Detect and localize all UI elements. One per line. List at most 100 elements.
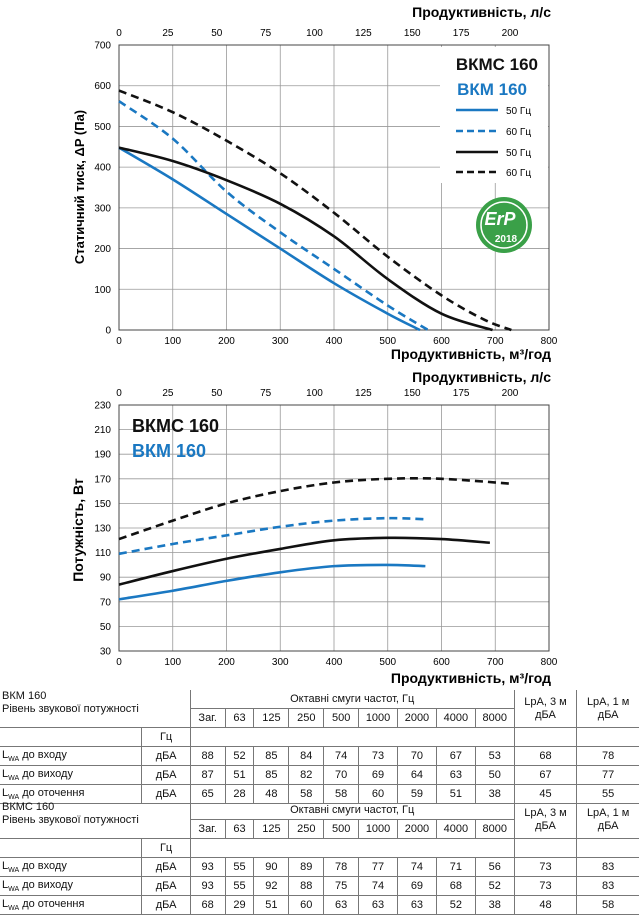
cell: 29 (224, 895, 255, 915)
cell: 52 (224, 746, 255, 766)
legend-label-1: 50 Гц (506, 106, 531, 117)
row-unit: дБА (141, 895, 191, 915)
chart2-series (118, 476, 512, 601)
table2-col-2: 125 (253, 819, 290, 839)
table2-col-1: 63 (224, 819, 255, 839)
x2-tick-label: 75 (260, 28, 272, 39)
y-tick-label: 190 (94, 450, 111, 461)
chart2-x2-label: Продуктивність, л/с (412, 369, 551, 385)
table1-col-1: 63 (224, 708, 255, 728)
table2-title: ВКМС 160 (2, 801, 55, 813)
x-tick-label: 0 (116, 336, 122, 347)
table-row: LWA до оточення дБА 65 28 48 58 58 60 59… (0, 784, 639, 804)
legend-label-3: 50 Гц (506, 148, 531, 159)
table-row: LWA до входу дБА 88 52 85 84 74 73 70 67… (0, 746, 639, 766)
cell: 52 (435, 895, 476, 915)
x2-tick-label: 175 (453, 28, 470, 39)
x2-tick-label: 125 (355, 388, 372, 399)
table1-hz: Гц (141, 727, 191, 747)
cell: 53 (474, 746, 515, 766)
cell: 90 (253, 857, 290, 877)
x-tick-label: 600 (433, 657, 450, 668)
x-tick-label: 200 (218, 657, 235, 668)
row-unit: дБА (141, 784, 191, 804)
cell: 38 (474, 895, 515, 915)
chart1-y-axis-ticks: 0 100 200 300 400 500 600 700 (94, 41, 111, 337)
cell-lpa1: 77 (576, 765, 639, 785)
x2-tick-label: 150 (404, 28, 421, 39)
table2-col-3: 250 (288, 819, 325, 839)
table1-col-4: 500 (323, 708, 360, 728)
chart2-top-axis-ticks: 0 25 50 75 100 125 150 175 200 (116, 388, 519, 399)
x-tick-label: 400 (326, 657, 343, 668)
cell: 74 (397, 857, 437, 877)
series-line-1 (118, 516, 429, 556)
cell: 70 (397, 746, 437, 766)
cell-lpa1: 83 (576, 857, 639, 877)
plot-frame (118, 404, 550, 652)
series-line-3 (118, 89, 512, 332)
cell-lpa3: 73 (513, 876, 578, 896)
cell: 52 (474, 876, 515, 896)
table2-col-8: 8000 (474, 819, 515, 839)
y-tick-label: 500 (94, 122, 111, 133)
chart2-grid (118, 404, 550, 652)
x-tick-label: 400 (326, 336, 343, 347)
table1-lpa3-header: LpA, 3 м дБА (513, 690, 578, 728)
table2-col-6: 2000 (397, 819, 437, 839)
cell: 77 (358, 857, 398, 877)
cell: 93 (189, 876, 226, 896)
cell: 74 (358, 876, 398, 896)
x-tick-label: 700 (487, 657, 504, 668)
y-tick-label: 200 (94, 244, 111, 255)
cell: 38 (474, 784, 515, 804)
series-line-2 (118, 536, 490, 586)
row-label: до оточення (22, 897, 85, 910)
cell: 82 (288, 765, 325, 785)
series-line-3 (118, 476, 512, 541)
y-tick-label: 50 (100, 622, 112, 633)
x2-tick-label: 200 (502, 388, 519, 399)
x2-tick-label: 25 (162, 28, 174, 39)
table-row: LWA до входу дБА 93 55 90 89 78 77 74 71… (0, 857, 639, 877)
cell: 55 (224, 857, 255, 877)
table1-bands-header: Октавні смуги частот, Гц (189, 690, 515, 709)
cell: 93 (189, 857, 226, 877)
table1-col-8: 8000 (474, 708, 515, 728)
chart1-top-axis-ticks: 0 25 50 75 100 125 150 175 200 (116, 28, 519, 39)
chart2-x-label: Продуктивність, м³/год (391, 670, 551, 686)
cell: 74 (323, 746, 360, 766)
table1-col-0: Заг. (189, 708, 226, 728)
chart1-x2-label: Продуктивність, л/с (412, 4, 551, 20)
chart1-y-label: Статичний тиск, ΔP (Па) (72, 110, 87, 264)
table1-col-3: 250 (288, 708, 325, 728)
cell-lpa1: 78 (576, 746, 639, 766)
cell: 88 (189, 746, 226, 766)
x2-tick-label: 25 (162, 388, 174, 399)
cell: 63 (397, 895, 437, 915)
table2-lpa3-header: LpA, 3 м дБА (513, 801, 578, 839)
table-row: LWA до виходу дБА 93 55 92 88 75 74 69 6… (0, 876, 639, 896)
cell: 69 (397, 876, 437, 896)
pressure-chart: Продуктивність, л/с 0 25 50 75 100 125 150 175 2… (72, 4, 558, 362)
table2-bands-header: Октавні смуги частот, Гц (189, 801, 515, 820)
x-tick-label: 300 (272, 336, 289, 347)
y-tick-label: 100 (94, 285, 111, 296)
row-label: до виходу (22, 878, 73, 891)
cell: 88 (288, 876, 325, 896)
sound-table-vkm: ВКМ 160 Рівень звукової потужності Октав… (0, 690, 639, 804)
erp-badge-year: 2018 (495, 234, 518, 245)
x-tick-label: 700 (487, 336, 504, 347)
x2-tick-label: 125 (355, 28, 372, 39)
y-tick-label: 700 (94, 41, 111, 52)
x-tick-label: 500 (379, 336, 396, 347)
chart1-title-vkms: ВКМС 160 (456, 55, 538, 74)
legend-label-2: 60 Гц (506, 127, 531, 138)
table2-col-5: 1000 (358, 819, 398, 839)
cell: 85 (253, 746, 290, 766)
chart2-y-label: Потужність, Вт (70, 478, 86, 582)
x-tick-label: 0 (116, 657, 122, 668)
cell: 63 (358, 895, 398, 915)
x-tick-label: 300 (272, 657, 289, 668)
chart2-x-axis-ticks: 0 100 200 300 400 500 600 700 800 (116, 657, 558, 668)
